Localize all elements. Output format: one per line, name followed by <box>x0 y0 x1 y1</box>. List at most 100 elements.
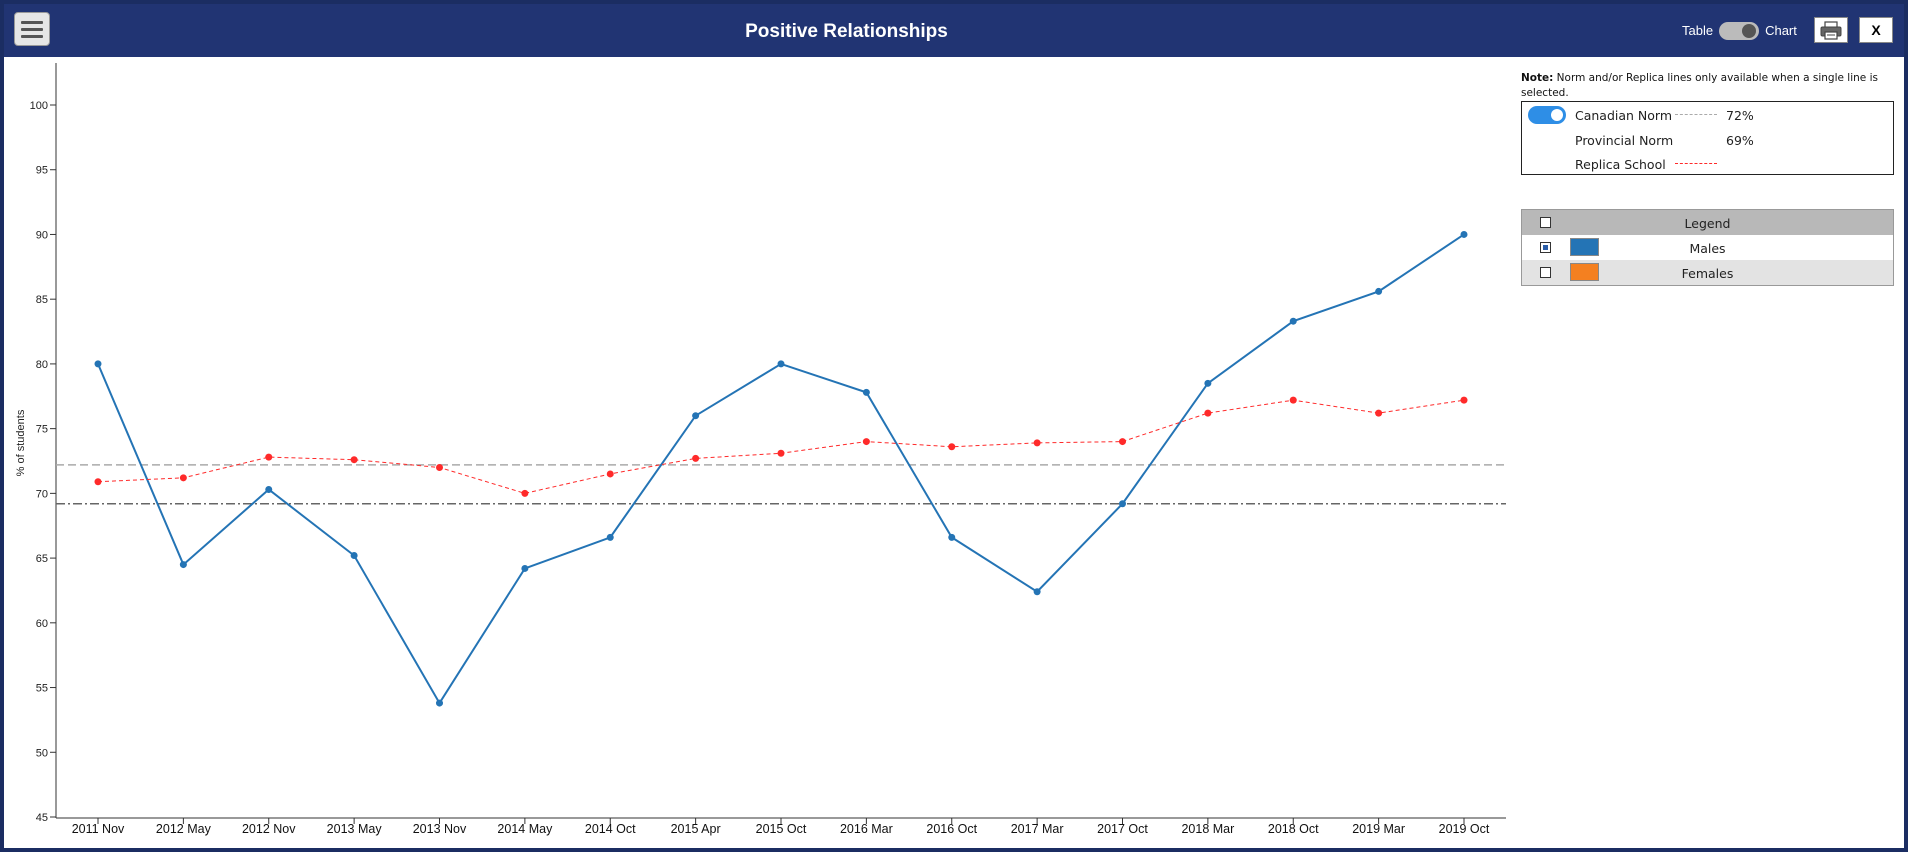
legend-swatch <box>1570 263 1599 281</box>
legend-checkbox-females[interactable] <box>1540 267 1551 278</box>
data-point <box>1204 409 1212 417</box>
data-point <box>1460 396 1468 404</box>
x-tick-label: 2014 May <box>497 822 553 836</box>
y-tick-label: 100 <box>30 100 48 112</box>
legend-label: Males <box>1689 241 1726 256</box>
x-tick-label: 2019 Oct <box>1439 822 1490 836</box>
series-line <box>97 399 1465 494</box>
x-tick-label: 2017 Mar <box>1011 822 1064 836</box>
norm-label: Canadian Norm <box>1575 108 1673 123</box>
y-tick-label: 70 <box>36 488 48 500</box>
data-point <box>1204 379 1212 387</box>
x-tick-label: 2011 Nov <box>72 822 125 836</box>
y-tick-label: 90 <box>36 229 48 241</box>
data-point <box>1119 438 1126 446</box>
data-point <box>862 438 870 446</box>
data-point <box>179 561 187 569</box>
data-point <box>862 388 870 396</box>
data-point <box>777 360 785 368</box>
norm-label: Replica School <box>1575 157 1666 172</box>
chart-label: Chart <box>1765 23 1797 38</box>
x-tick-label: 2017 Oct <box>1097 822 1148 836</box>
norm-row-provincial: Provincial Norm 69% <box>1522 127 1893 151</box>
norm-line-swatch <box>1675 114 1717 115</box>
x-tick-label: 2016 Mar <box>840 822 893 836</box>
x-tick-label: 2019 Mar <box>1352 822 1405 836</box>
x-tick-label: 2012 May <box>156 822 212 836</box>
y-tick-label: 50 <box>36 747 48 759</box>
table-label: Table <box>1682 23 1714 38</box>
data-point <box>948 443 956 451</box>
data-point <box>1289 396 1297 404</box>
data-point <box>777 449 785 457</box>
norm-label: Provincial Norm <box>1575 133 1674 148</box>
legend-item[interactable]: Females <box>1522 260 1893 285</box>
series-line <box>97 233 1465 706</box>
norm-note: Note: Norm and/or Replica lines only ava… <box>1521 71 1891 101</box>
data-point <box>1460 230 1468 238</box>
y-tick-label: 45 <box>36 812 48 824</box>
y-tick-label: 85 <box>36 294 48 306</box>
y-tick-label: 75 <box>36 424 48 436</box>
data-point <box>350 552 358 560</box>
menu-button[interactable] <box>14 12 50 46</box>
header-bar: Positive Relationships Table Chart X <box>4 4 1904 57</box>
norm-line-swatch <box>1675 163 1717 164</box>
legend-select-all-checkbox[interactable] <box>1540 217 1551 228</box>
data-point <box>94 478 102 486</box>
norm-value: 69% <box>1726 133 1754 148</box>
hamburger-icon <box>21 28 43 31</box>
y-tick-label: 55 <box>36 683 48 695</box>
y-tick-label: 60 <box>36 618 48 630</box>
close-button[interactable]: X <box>1859 17 1893 43</box>
data-point <box>1033 439 1041 447</box>
y-tick-label: 95 <box>36 165 48 177</box>
data-point <box>265 453 273 461</box>
note-text: Norm and/or Replica lines only available… <box>1521 72 1878 99</box>
data-point <box>1375 287 1383 295</box>
data-point <box>1289 317 1297 325</box>
chart-window: Positive Relationships Table Chart X 45 5… <box>4 4 1904 848</box>
data-point <box>179 474 187 482</box>
norm-row-canadian: Canadian Norm 72% <box>1522 102 1893 126</box>
x-tick-label: 2012 Nov <box>242 822 296 836</box>
view-toggle[interactable]: Table Chart <box>1682 22 1797 40</box>
legend-label: Females <box>1681 266 1734 281</box>
data-point <box>436 463 443 471</box>
legend-swatch <box>1570 238 1599 256</box>
data-point <box>606 533 614 541</box>
switch-knob <box>1742 24 1757 38</box>
legend-panel: Legend Males Females <box>1521 209 1894 286</box>
norm-value: 72% <box>1726 108 1754 123</box>
canadian-norm-toggle[interactable] <box>1528 106 1566 124</box>
note-bold: Note: <box>1521 72 1554 84</box>
norm-options: Canadian Norm 72% Provincial Norm 69% Re… <box>1521 101 1894 175</box>
toggle-knob <box>1551 109 1563 121</box>
data-point <box>948 533 956 541</box>
x-tick-label: 2013 May <box>327 822 383 836</box>
legend-item[interactable]: Males <box>1522 235 1893 260</box>
table-chart-switch[interactable] <box>1719 22 1760 40</box>
printer-icon <box>1820 21 1842 40</box>
legend-checkbox-males[interactable] <box>1540 242 1551 253</box>
line-chart: 45 50 55 60 65 70 75 80 85 90 95 100 % of students 20… <box>15 63 1506 836</box>
hamburger-icon <box>21 35 43 38</box>
x-tick-label: 2018 Oct <box>1268 822 1319 836</box>
x-tick-label: 2014 Oct <box>585 822 636 836</box>
data-point <box>606 470 614 478</box>
data-point <box>521 489 529 497</box>
data-point <box>1033 588 1041 596</box>
hamburger-icon <box>21 21 43 24</box>
data-point <box>1119 500 1126 508</box>
x-tick-label: 2016 Oct <box>926 822 977 836</box>
data-point <box>521 564 529 572</box>
data-point <box>692 454 700 462</box>
legend-header: Legend <box>1522 210 1893 235</box>
print-button[interactable] <box>1814 17 1848 43</box>
data-point <box>436 699 443 707</box>
data-point <box>94 360 102 368</box>
y-axis-label: % of students <box>15 409 27 476</box>
x-tick-label: 2015 Apr <box>671 822 721 836</box>
x-tick-label: 2018 Mar <box>1181 822 1234 836</box>
x-tick-label: 2015 Oct <box>756 822 807 836</box>
